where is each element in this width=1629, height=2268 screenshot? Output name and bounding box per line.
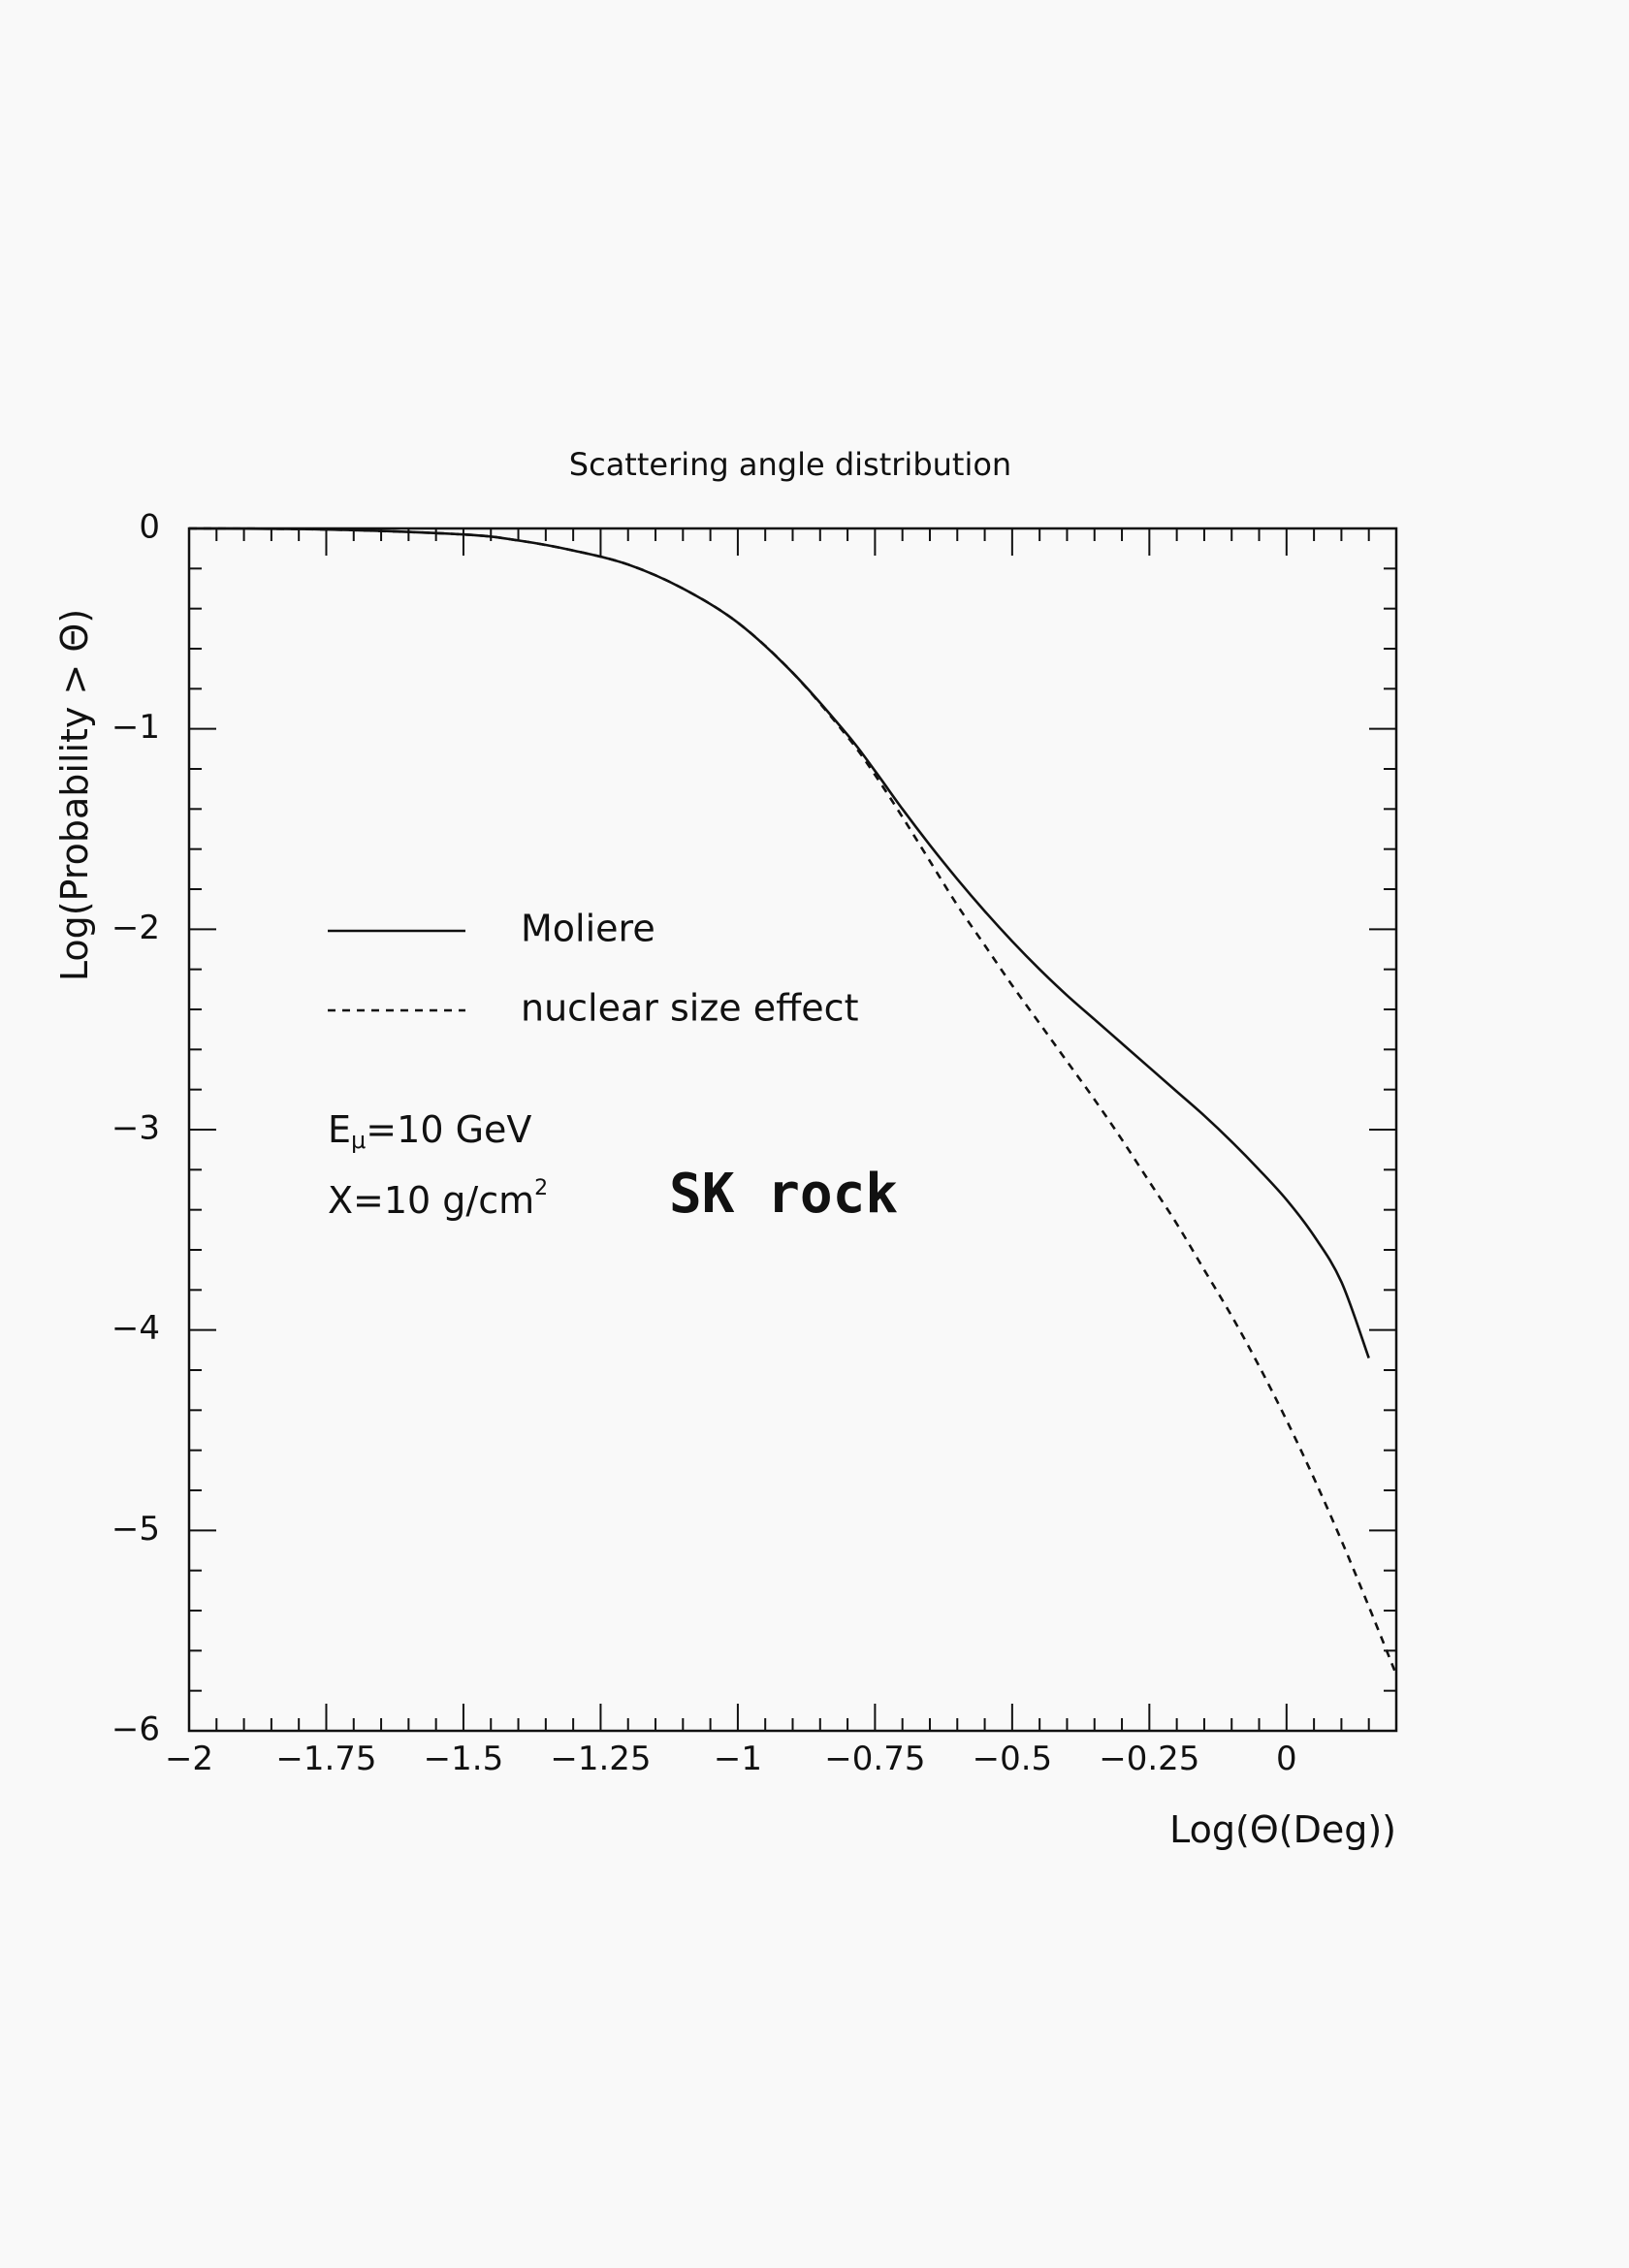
- y-tick-label: −6: [112, 1710, 160, 1749]
- x-axis: −2 −1.75 −1.5 −1.25 −1 −0.75 −0.5 −0.25 0: [165, 528, 1397, 1778]
- x-tick-label: −1.75: [275, 1740, 376, 1778]
- x-tick-label: −1: [714, 1740, 762, 1778]
- series-layer: [188, 527, 1398, 1676]
- x-tick-label: 0: [1276, 1740, 1297, 1778]
- energy-subscript: μ: [351, 1127, 366, 1154]
- y-axis-label: Log(Probability > Θ): [53, 609, 96, 981]
- x-tick-label: −0.5: [973, 1740, 1053, 1778]
- y-tick-label: −3: [112, 1109, 160, 1148]
- x-axis-label: Log(Θ(Deg)): [1169, 1808, 1396, 1851]
- thickness-superscript: 2: [534, 1176, 548, 1200]
- y-tick-label: −5: [112, 1510, 160, 1549]
- x-tick-label: −0.25: [1099, 1740, 1199, 1778]
- y-tick-label: −4: [112, 1309, 160, 1348]
- energy-note: Eμ=10 GeV: [328, 1108, 531, 1155]
- legend-label-moliere: Moliere: [521, 908, 655, 950]
- x-tick-label: −2: [165, 1740, 213, 1778]
- series-nuclear-size-line: [188, 527, 1398, 1676]
- y-axis: 0 −1 −2 −3 −4 −5 −6: [112, 508, 1396, 1749]
- handwritten-note: SK rock: [669, 1163, 898, 1226]
- thickness-prefix: X=10 g/cm: [328, 1179, 534, 1222]
- x-tick-label: −0.75: [824, 1740, 925, 1778]
- x-tick-label: −1.5: [424, 1740, 504, 1778]
- y-tick-label: −2: [112, 909, 160, 947]
- chart-title: Scattering angle distribution: [569, 446, 1011, 483]
- y-tick-label: 0: [139, 508, 160, 547]
- series-moliere-line: [188, 527, 1370, 1359]
- legend: Moliere nuclear size effect: [328, 908, 858, 1030]
- y-tick-label: −1: [112, 708, 160, 747]
- x-tick-label: −1.25: [550, 1740, 651, 1778]
- legend-label-nuclear: nuclear size effect: [521, 987, 858, 1030]
- energy-value: =10 GeV: [366, 1108, 531, 1151]
- energy-prefix: E: [328, 1108, 351, 1151]
- thickness-note: X=10 g/cm2: [328, 1176, 548, 1222]
